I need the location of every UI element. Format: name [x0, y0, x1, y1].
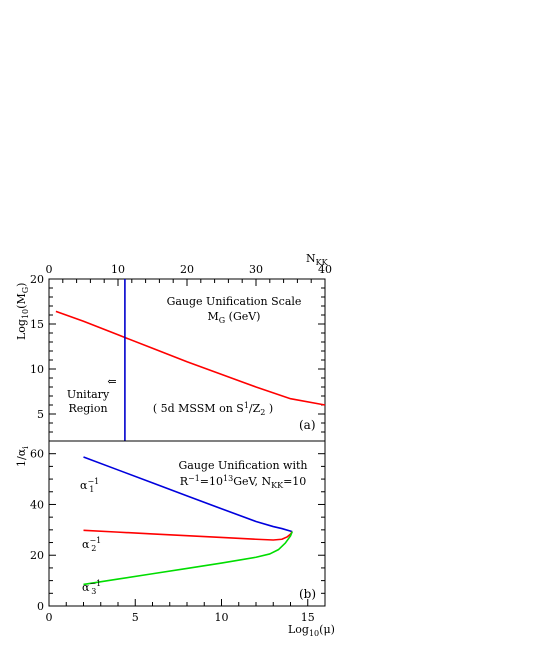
- panel-b-x-tick-label: 10: [215, 611, 229, 624]
- alpha2-curve: [83, 529, 293, 541]
- panel-b-subtitle: R−1=1013GeV, NKK=10: [180, 474, 307, 490]
- panel-b-xlabel: Log10(μ): [288, 623, 335, 638]
- panel-b-x-tick-label: 0: [46, 611, 53, 624]
- left-arrow-icon: ⇐: [107, 375, 116, 388]
- panel-a-y-tick-label: 10: [30, 363, 44, 376]
- panel-a-tick-labels: 0 10 20 30 40 5 10 15 20: [30, 263, 332, 421]
- panel-b-y-tick-label: 60: [30, 448, 44, 461]
- panel-b-ylabel: 1/αi: [15, 446, 30, 467]
- panel-a: 0 10 20 30 40 5 10 15 20 NKK Log10(MG) Gauge Uni…: [15, 252, 332, 442]
- model-label: ( 5d MSSM on S1/Z2 ): [153, 401, 273, 417]
- panel-a-subtitle: MG (GeV): [208, 310, 261, 325]
- top-axis-label: NKK: [306, 252, 329, 267]
- panel-b-ticks: [48, 440, 326, 607]
- panel-b-title: Gauge Unification with: [179, 459, 308, 472]
- panel-b-y-tick-label: 0: [37, 600, 44, 613]
- mg-curve: [55, 310, 326, 406]
- unitary-region-label-2: Region: [68, 402, 107, 415]
- panel-a-y-tick-label: 20: [30, 273, 44, 286]
- alpha3-curve: [83, 531, 293, 586]
- alpha1-curve: [83, 456, 293, 533]
- panel-a-top-tick-label: 40: [318, 263, 332, 276]
- panel-b-x-tick-label: 15: [301, 611, 315, 624]
- panel-a-y-tick-label: 15: [30, 318, 44, 331]
- alpha3-label: α−1 3: [82, 579, 101, 596]
- panel-a-top-tick-label: 20: [180, 263, 194, 276]
- panel-b-tick-labels: 0 5 10 15 0 20 40 60: [30, 448, 315, 624]
- panel-b-corner-label: (b): [299, 587, 316, 601]
- alpha2-label: α−1 2: [82, 536, 101, 553]
- panel-a-top-tick-label: 0: [46, 263, 53, 276]
- panel-b-y-tick-label: 40: [30, 498, 44, 511]
- panel-a-title: Gauge Unification Scale: [167, 295, 302, 308]
- panel-a-top-tick-label: 30: [249, 263, 263, 276]
- panel-a-top-tick-label: 10: [111, 263, 125, 276]
- panel-b: 0 5 10 15 0 20 40 60 1/αi Log10(μ) Gauge Unific…: [15, 440, 335, 638]
- panel-b-y-tick-label: 20: [30, 549, 44, 562]
- panel-a-plot: [55, 279, 326, 441]
- panel-b-x-tick-label: 5: [132, 611, 139, 624]
- panel-a-ticks: [48, 278, 326, 433]
- panel-a-ylabel: Log10(MG): [15, 283, 30, 340]
- panel-b-plot: [83, 456, 293, 586]
- panel-a-corner-label: (a): [299, 418, 316, 432]
- alpha1-label: α−1 1: [80, 477, 99, 494]
- panel-a-y-tick-label: 5: [37, 408, 44, 421]
- unitary-region-label-1: Unitary: [67, 388, 110, 401]
